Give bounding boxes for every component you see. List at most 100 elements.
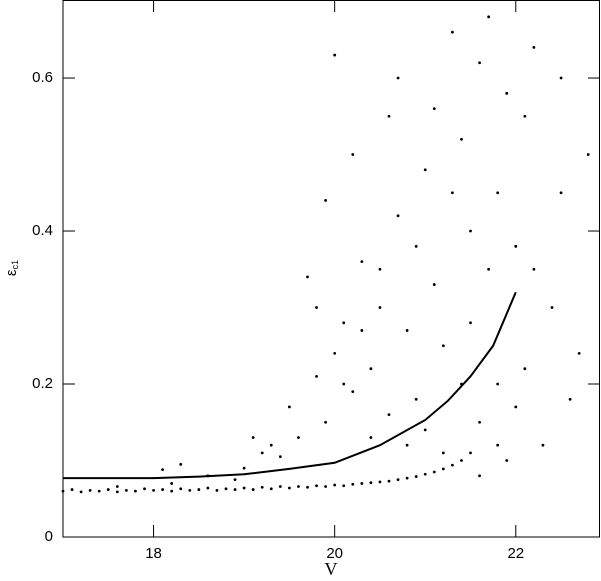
point bbox=[396, 214, 400, 218]
point bbox=[287, 486, 291, 490]
point bbox=[441, 467, 445, 471]
point bbox=[233, 478, 237, 482]
point bbox=[242, 466, 246, 470]
point bbox=[441, 344, 445, 348]
point bbox=[206, 486, 210, 490]
point bbox=[423, 428, 427, 432]
point bbox=[115, 485, 119, 488]
point bbox=[532, 46, 536, 49]
point bbox=[487, 267, 491, 271]
point bbox=[514, 244, 518, 248]
point bbox=[369, 436, 373, 439]
y-tick-label: 0.4 bbox=[32, 222, 53, 239]
point bbox=[88, 488, 92, 492]
point bbox=[414, 475, 418, 478]
point bbox=[432, 107, 436, 111]
point bbox=[469, 321, 472, 325]
y-tick-label: 0.2 bbox=[32, 375, 53, 392]
point bbox=[124, 488, 128, 492]
point bbox=[152, 488, 155, 492]
point bbox=[496, 443, 500, 447]
point bbox=[333, 352, 337, 355]
point bbox=[532, 267, 536, 271]
point bbox=[215, 488, 219, 492]
point bbox=[423, 168, 427, 172]
point bbox=[134, 489, 137, 493]
point bbox=[460, 137, 463, 141]
point bbox=[432, 470, 436, 474]
point bbox=[278, 485, 282, 488]
point bbox=[278, 455, 282, 459]
point bbox=[161, 468, 165, 472]
point bbox=[496, 191, 500, 195]
point bbox=[197, 488, 201, 491]
point bbox=[269, 443, 273, 447]
point bbox=[387, 114, 391, 118]
point bbox=[487, 15, 491, 19]
x-axis-label: V bbox=[325, 559, 338, 579]
point bbox=[586, 153, 590, 156]
point bbox=[460, 459, 463, 462]
point bbox=[423, 472, 427, 476]
point bbox=[260, 485, 264, 489]
point bbox=[496, 382, 500, 386]
point bbox=[559, 76, 563, 80]
point bbox=[550, 306, 554, 309]
point bbox=[523, 114, 527, 118]
point bbox=[387, 413, 391, 417]
point bbox=[505, 91, 509, 95]
y-axis-label-sub: c1 bbox=[10, 260, 20, 270]
x-tick-label: 18 bbox=[145, 545, 162, 562]
point bbox=[369, 367, 373, 371]
point bbox=[450, 30, 454, 34]
point bbox=[106, 488, 110, 491]
point bbox=[324, 199, 328, 202]
point bbox=[378, 480, 382, 484]
point bbox=[315, 484, 318, 488]
point bbox=[478, 420, 481, 424]
point bbox=[405, 329, 409, 332]
x-tick-label: 20 bbox=[326, 545, 343, 562]
point bbox=[360, 260, 364, 264]
point bbox=[478, 61, 481, 65]
point bbox=[306, 275, 309, 279]
point bbox=[469, 229, 472, 233]
point bbox=[297, 485, 300, 488]
point bbox=[441, 451, 445, 455]
point bbox=[432, 283, 436, 286]
point bbox=[414, 244, 418, 248]
y-tick-label: 0 bbox=[45, 528, 53, 545]
plot-frame bbox=[62, 0, 600, 538]
point bbox=[115, 490, 119, 494]
point bbox=[450, 463, 454, 467]
y-tick-label: 0.6 bbox=[32, 69, 53, 86]
point bbox=[351, 153, 355, 156]
point bbox=[351, 482, 355, 486]
point bbox=[351, 390, 355, 394]
point bbox=[568, 397, 572, 401]
point bbox=[79, 490, 83, 494]
point bbox=[97, 489, 101, 493]
point bbox=[70, 488, 74, 491]
point bbox=[161, 488, 165, 491]
point bbox=[559, 191, 563, 195]
point bbox=[396, 76, 400, 80]
point bbox=[541, 443, 545, 447]
point bbox=[324, 420, 328, 424]
point bbox=[514, 405, 518, 409]
point bbox=[179, 462, 183, 466]
point bbox=[360, 482, 364, 485]
point bbox=[396, 478, 400, 482]
point bbox=[577, 352, 581, 355]
point bbox=[251, 488, 255, 491]
point bbox=[450, 191, 454, 195]
point bbox=[224, 487, 228, 491]
point bbox=[315, 374, 318, 378]
point bbox=[333, 483, 337, 487]
point bbox=[333, 53, 337, 57]
point bbox=[170, 489, 174, 493]
point bbox=[233, 488, 237, 491]
point bbox=[405, 476, 409, 480]
